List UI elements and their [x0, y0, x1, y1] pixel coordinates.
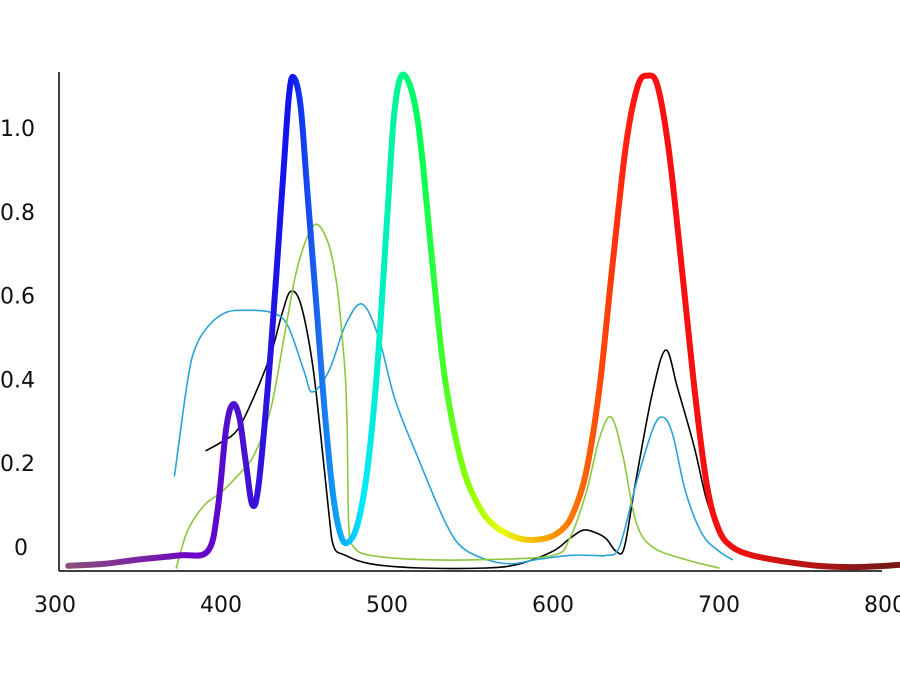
x-tick-label: 500: [366, 593, 408, 618]
series-line-2: [175, 223, 720, 569]
y-tick-label: 0.8: [0, 201, 35, 226]
y-tick-label: 0.2: [0, 452, 35, 477]
tick-layer: 300 400 500 600 700 800 0 0.2 0.4 0.6 0.8 1.0: [0, 117, 900, 618]
series-layer: [65, 71, 900, 571]
x-tick-label: 700: [698, 593, 740, 618]
y-tick-label: 1.0: [0, 117, 35, 142]
x-tick-label: 800: [864, 593, 900, 618]
x-tick-label: 600: [532, 593, 574, 618]
x-tick-label: 400: [200, 593, 242, 618]
y-tick-label: 0: [14, 536, 28, 561]
series-line-1: [173, 303, 734, 565]
series-line-3: [65, 71, 900, 571]
series-line-0: [205, 290, 717, 570]
x-tick-label: 300: [34, 593, 76, 618]
y-tick-label: 0.6: [0, 285, 35, 310]
y-tick-label: 0.4: [0, 368, 35, 393]
